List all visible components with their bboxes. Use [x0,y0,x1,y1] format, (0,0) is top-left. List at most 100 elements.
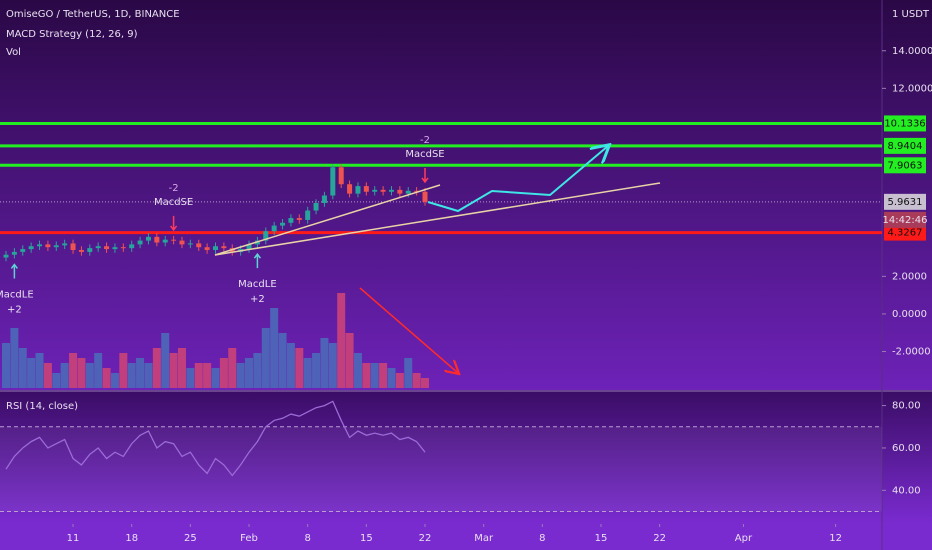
countdown: 14:42:46 [883,215,928,226]
volume-bar [10,328,19,388]
candle-body [305,210,311,220]
volume-bar [228,348,237,388]
volume-bar [110,373,119,388]
time-axis [0,524,932,550]
volume-bar [412,373,421,388]
x-tick-label: 18 [125,533,138,544]
candle-body [95,246,101,249]
volume-bar [303,358,312,388]
y-tick-label: 0.0000 [892,309,927,320]
volume-bar [421,378,429,388]
signal-arrow [421,167,429,184]
axis-unit: 1 USDT [892,9,930,20]
volume-bar [328,343,337,388]
x-tick-label: 15 [360,533,373,544]
countdown-box [884,211,926,228]
volume-bar [404,358,413,388]
x-tick-label: 8 [304,533,310,544]
volume-bar [395,373,404,388]
signal-label: MacdLE [0,289,34,300]
signal-label: MacdLE [238,279,277,290]
candle-body [45,244,51,248]
volume-bar [169,353,178,388]
volume-bar [144,363,153,388]
x-tick-label: 8 [539,533,545,544]
rsi-line [5,400,426,477]
volume-bar [245,358,254,388]
signal-qty: +2 [7,304,22,315]
volume-bar [370,363,379,388]
trend-line [214,184,441,256]
candle-body [171,239,177,241]
volume-bar [379,363,388,388]
x-tick-label: 12 [829,533,842,544]
candle-body [129,244,135,249]
volume-bar [286,343,295,388]
volume-bar [253,353,262,388]
candle-body [313,203,319,211]
volume-bar [219,358,228,388]
candle-body [372,189,378,192]
x-tick-label: 11 [67,533,80,544]
x-tick-label: Apr [735,533,753,544]
indicator-label: MACD Strategy (12, 26, 9) [6,29,138,40]
candle-body [213,246,218,251]
volume-bar [312,353,321,388]
trend-line [214,182,661,256]
volume-bar [261,328,270,388]
candle-body [397,189,403,194]
x-tick-label: 22 [653,533,666,544]
candle-body [321,195,327,204]
y-tick-label: 12.0000 [892,83,932,94]
volume-bar [337,293,346,388]
signal-arrow [10,263,18,279]
rsi-title: RSI (14, close) [6,401,78,412]
candle-body [388,189,394,192]
volume-bar [136,358,145,388]
candle-body [145,236,151,241]
y-tick-label: -2.0000 [892,347,931,358]
candle-body [280,222,286,226]
candle-body [37,244,43,247]
y-tick-label: 80.00 [892,401,921,412]
volume-bar [60,363,69,388]
signal-qty: +2 [250,294,265,305]
volume-bar [102,368,111,388]
y-tick-label: 2.0000 [892,271,927,282]
candle-body [246,244,252,250]
volume-bar [345,333,354,388]
candle-body [330,167,336,196]
candle-body [112,247,118,250]
projection-path [427,146,608,213]
candle-body [53,245,59,248]
volume-bar [85,363,94,388]
candle-body [380,189,386,192]
volume-bar [211,368,220,388]
level-label-box [884,115,926,132]
candle-body [296,218,302,220]
y-tick-label: 60.00 [892,443,921,454]
x-tick-label: 22 [419,533,432,544]
x-tick-label: Mar [474,533,494,544]
candle-body [162,239,168,243]
candle-body [355,186,361,194]
volume-bar [186,368,195,388]
volume-bar [94,353,103,388]
volume-bar [177,348,186,388]
volume-bar [278,333,287,388]
candle-body [405,190,411,194]
volume-bar [27,358,36,388]
candle-body [11,251,17,255]
volume-bar [119,353,128,388]
volume-bar [387,368,396,388]
volume-bar [43,363,52,388]
plot-layer: 14.0000 12.0000 2.0000 0.0000 -2.0000 10.1336… [0,46,932,544]
signal-label: MacdSE [405,149,444,160]
volume-bar [295,348,304,388]
signal-qty: -2 [420,135,430,146]
volume-bar [77,358,86,388]
candle-body [263,231,269,241]
level-label: 4.3267 [888,228,923,239]
